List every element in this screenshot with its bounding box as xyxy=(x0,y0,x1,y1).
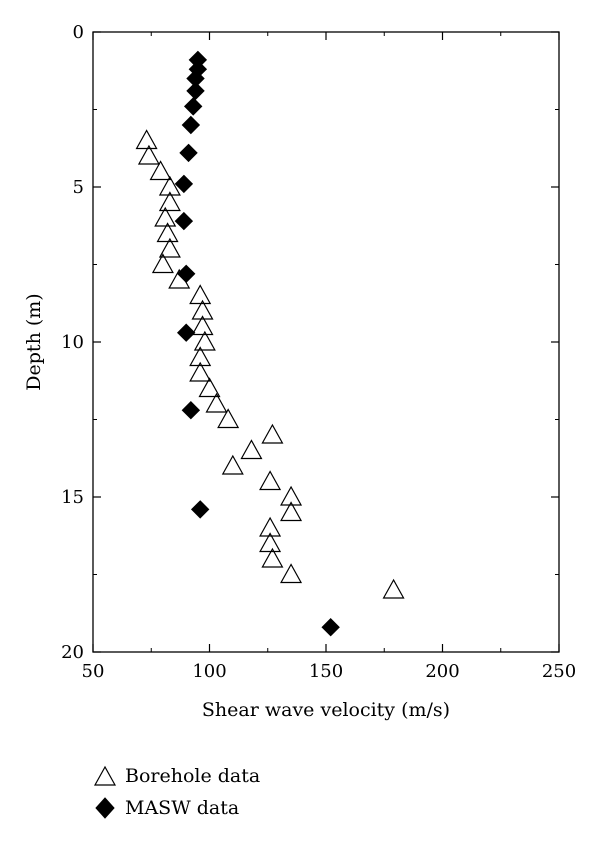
series-borehole xyxy=(135,129,405,599)
borehole-point-3 xyxy=(158,175,181,196)
borehole-point-8 xyxy=(151,253,174,274)
borehole-point-26 xyxy=(259,532,282,553)
borehole-point-6 xyxy=(156,222,179,243)
borehole-point-0 xyxy=(135,129,158,150)
x-axis-title: Shear wave velocity (m/s) xyxy=(202,699,450,721)
borehole-point-10 xyxy=(189,284,212,305)
borehole-point-7 xyxy=(158,237,181,258)
borehole-point-19 xyxy=(261,423,284,444)
masw-point-9 xyxy=(176,264,196,284)
legend: Borehole data MASW data xyxy=(93,765,260,819)
borehole-point-22 xyxy=(259,470,282,491)
x-tick-label-4: 250 xyxy=(542,661,576,682)
borehole-point-4 xyxy=(158,191,181,212)
masw-point-8 xyxy=(174,211,194,231)
masw-point-13 xyxy=(321,617,340,637)
masw-point-4 xyxy=(183,97,203,116)
borehole-point-18 xyxy=(217,408,240,429)
borehole-point-5 xyxy=(154,206,177,227)
masw-point-3 xyxy=(186,81,205,101)
borehole-point-15 xyxy=(189,361,212,382)
y-tick-label-3: 15 xyxy=(61,487,84,508)
x-tick-label-3: 200 xyxy=(425,661,459,682)
borehole-point-24 xyxy=(280,501,303,522)
legend-marker-masw xyxy=(95,797,115,819)
legend-item-masw: MASW data xyxy=(95,797,239,819)
legend-label-borehole: Borehole data xyxy=(125,765,260,787)
borehole-point-28 xyxy=(280,563,303,584)
borehole-point-2 xyxy=(149,160,172,181)
masw-point-7 xyxy=(174,174,194,194)
series-masw xyxy=(174,50,340,637)
y-tick-label-0: 0 xyxy=(73,22,84,43)
data-points xyxy=(135,50,405,637)
masw-point-12 xyxy=(190,500,210,519)
masw-point-6 xyxy=(179,143,198,163)
borehole-point-14 xyxy=(189,346,212,367)
x-tick-label-0: 50 xyxy=(82,661,105,682)
axis-ticks xyxy=(92,31,560,653)
x-tick-label-2: 150 xyxy=(309,661,343,682)
borehole-point-12 xyxy=(191,315,214,336)
tick-labels: 50 100 150 200 250 0 5 10 15 20 xyxy=(61,22,576,682)
masw-point-11 xyxy=(181,400,201,420)
legend-marker-borehole xyxy=(93,765,117,786)
borehole-point-27 xyxy=(261,547,284,568)
borehole-point-20 xyxy=(240,439,263,460)
masw-point-5 xyxy=(181,115,201,135)
borehole-point-25 xyxy=(259,516,282,537)
borehole-point-16 xyxy=(198,377,221,398)
borehole-point-21 xyxy=(221,454,244,475)
y-tick-label-2: 10 xyxy=(61,332,84,353)
y-axis-title: Depth (m) xyxy=(23,293,45,390)
masw-point-10 xyxy=(176,323,196,342)
borehole-point-23 xyxy=(280,485,303,506)
y-tick-label-1: 5 xyxy=(73,177,84,198)
y-tick-label-4: 20 xyxy=(61,642,84,663)
borehole-point-13 xyxy=(193,330,216,351)
borehole-point-1 xyxy=(137,144,160,165)
legend-item-borehole: Borehole data xyxy=(93,765,260,787)
borehole-point-11 xyxy=(191,299,214,320)
borehole-point-29 xyxy=(382,578,405,599)
x-tick-label-1: 100 xyxy=(192,661,226,682)
legend-label-masw: MASW data xyxy=(125,797,239,819)
borehole-point-17 xyxy=(205,392,228,413)
plot-frame xyxy=(92,31,560,653)
